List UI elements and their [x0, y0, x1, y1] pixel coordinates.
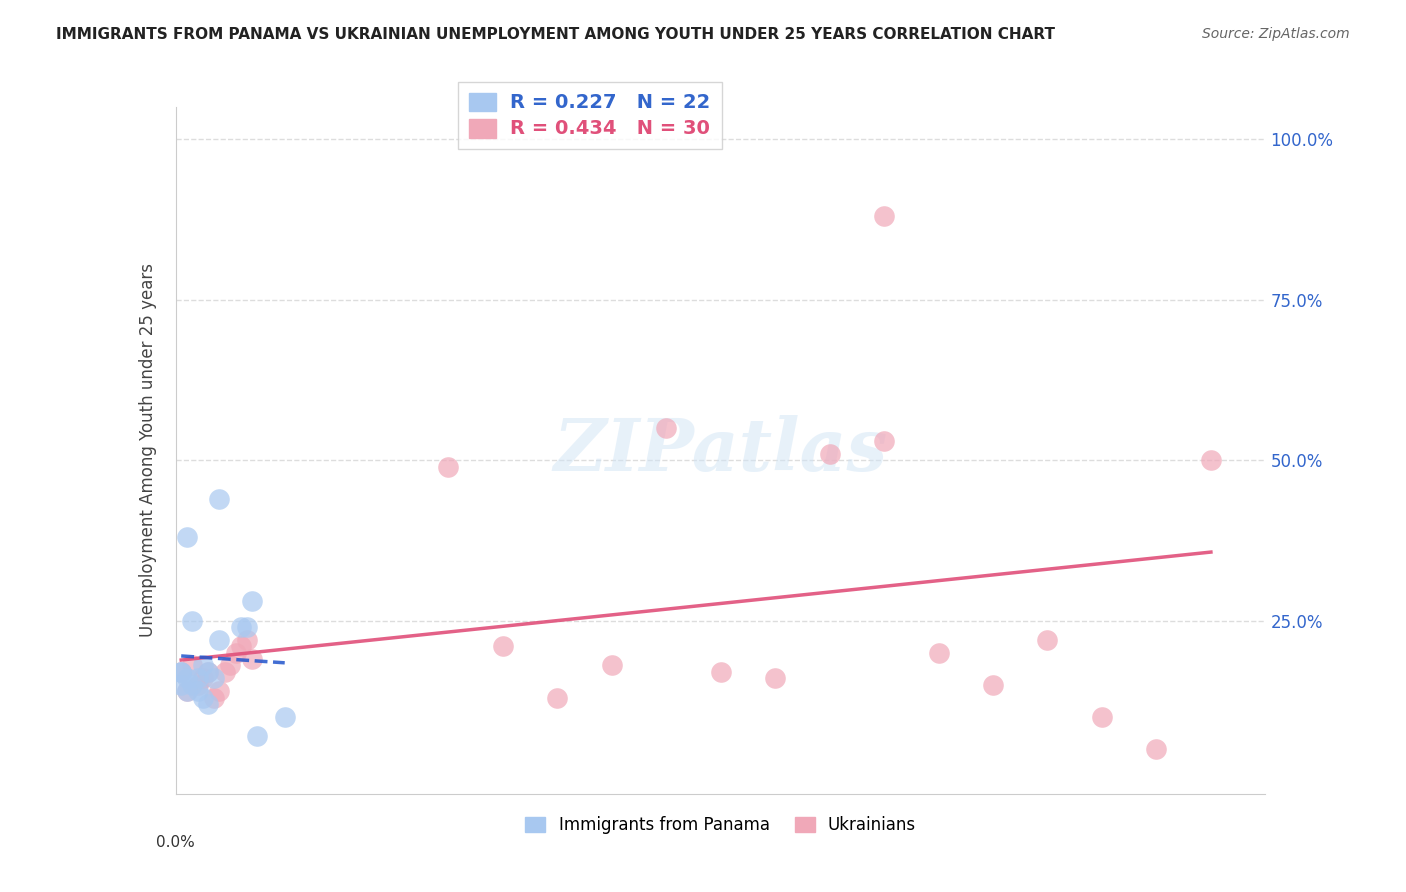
Point	[208, 632, 231, 647]
Point	[246, 729, 269, 743]
Point	[176, 684, 198, 698]
Point	[1036, 632, 1059, 647]
Point	[202, 671, 225, 685]
Point	[1199, 453, 1222, 467]
Point	[928, 646, 950, 660]
Point	[176, 684, 198, 698]
Point	[202, 690, 225, 705]
Point	[191, 658, 214, 673]
Text: Source: ZipAtlas.com: Source: ZipAtlas.com	[1202, 27, 1350, 41]
Point	[235, 632, 257, 647]
Point	[240, 594, 263, 608]
Point	[981, 678, 1004, 692]
Point	[1144, 742, 1167, 756]
Point	[873, 434, 896, 448]
Point	[655, 421, 678, 435]
Point	[181, 614, 204, 628]
Point	[274, 710, 297, 724]
Point	[492, 639, 515, 653]
Point	[240, 652, 263, 666]
Point	[235, 620, 257, 634]
Point	[818, 447, 841, 461]
Point	[197, 665, 219, 679]
Point	[208, 491, 231, 506]
Point	[191, 690, 214, 705]
Y-axis label: Unemployment Among Youth under 25 years: Unemployment Among Youth under 25 years	[139, 263, 157, 638]
Point	[231, 620, 253, 634]
Point	[176, 671, 198, 685]
Point	[170, 665, 193, 679]
Point	[170, 665, 193, 679]
Point	[170, 678, 193, 692]
Point	[546, 690, 568, 705]
Point	[600, 658, 623, 673]
Point	[214, 665, 236, 679]
Legend: Immigrants from Panama, Ukrainians: Immigrants from Panama, Ukrainians	[519, 809, 922, 840]
Point	[186, 678, 209, 692]
Point	[763, 671, 786, 685]
Point	[231, 639, 253, 653]
Point	[191, 671, 214, 685]
Point	[170, 665, 193, 679]
Text: ZIPatlas: ZIPatlas	[554, 415, 887, 486]
Point	[181, 678, 204, 692]
Text: IMMIGRANTS FROM PANAMA VS UKRAINIAN UNEMPLOYMENT AMONG YOUTH UNDER 25 YEARS CORR: IMMIGRANTS FROM PANAMA VS UKRAINIAN UNEM…	[56, 27, 1056, 42]
Point	[181, 658, 204, 673]
Point	[197, 697, 219, 711]
Point	[710, 665, 733, 679]
Point	[437, 459, 460, 474]
Point	[1091, 710, 1114, 724]
Point	[186, 684, 209, 698]
Point	[186, 671, 209, 685]
Point	[176, 530, 198, 544]
Point	[225, 646, 247, 660]
Text: 0.0%: 0.0%	[156, 835, 195, 850]
Point	[197, 665, 219, 679]
Point	[208, 684, 231, 698]
Point	[219, 658, 242, 673]
Point	[873, 209, 896, 223]
